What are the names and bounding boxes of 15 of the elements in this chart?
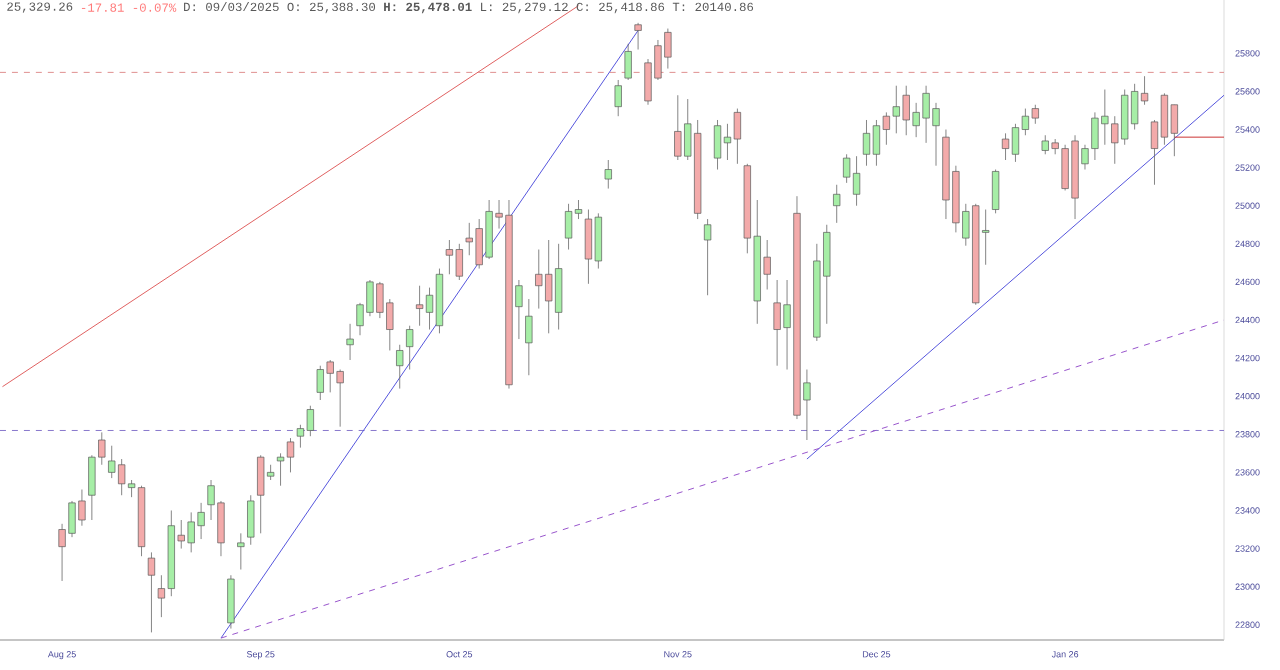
candlestick <box>604 159 612 189</box>
candlestick <box>247 494 255 546</box>
candlestick <box>624 43 632 81</box>
candlestick <box>147 551 156 633</box>
candlestick <box>614 79 622 117</box>
candlestick <box>634 22 642 50</box>
candlestick <box>525 298 533 376</box>
candlestick <box>346 323 354 361</box>
candlestick <box>406 325 414 370</box>
candlestick <box>396 344 404 389</box>
candlestick <box>991 169 1000 214</box>
candlestick <box>833 184 841 224</box>
candlestick <box>703 218 712 296</box>
candlestick <box>227 574 235 629</box>
candlestick <box>237 532 245 570</box>
